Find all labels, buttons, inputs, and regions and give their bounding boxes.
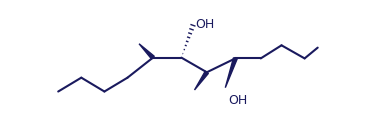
Polygon shape <box>194 71 208 90</box>
Polygon shape <box>139 44 154 59</box>
Text: OH: OH <box>228 94 248 107</box>
Text: OH: OH <box>195 18 214 31</box>
Polygon shape <box>225 58 237 88</box>
